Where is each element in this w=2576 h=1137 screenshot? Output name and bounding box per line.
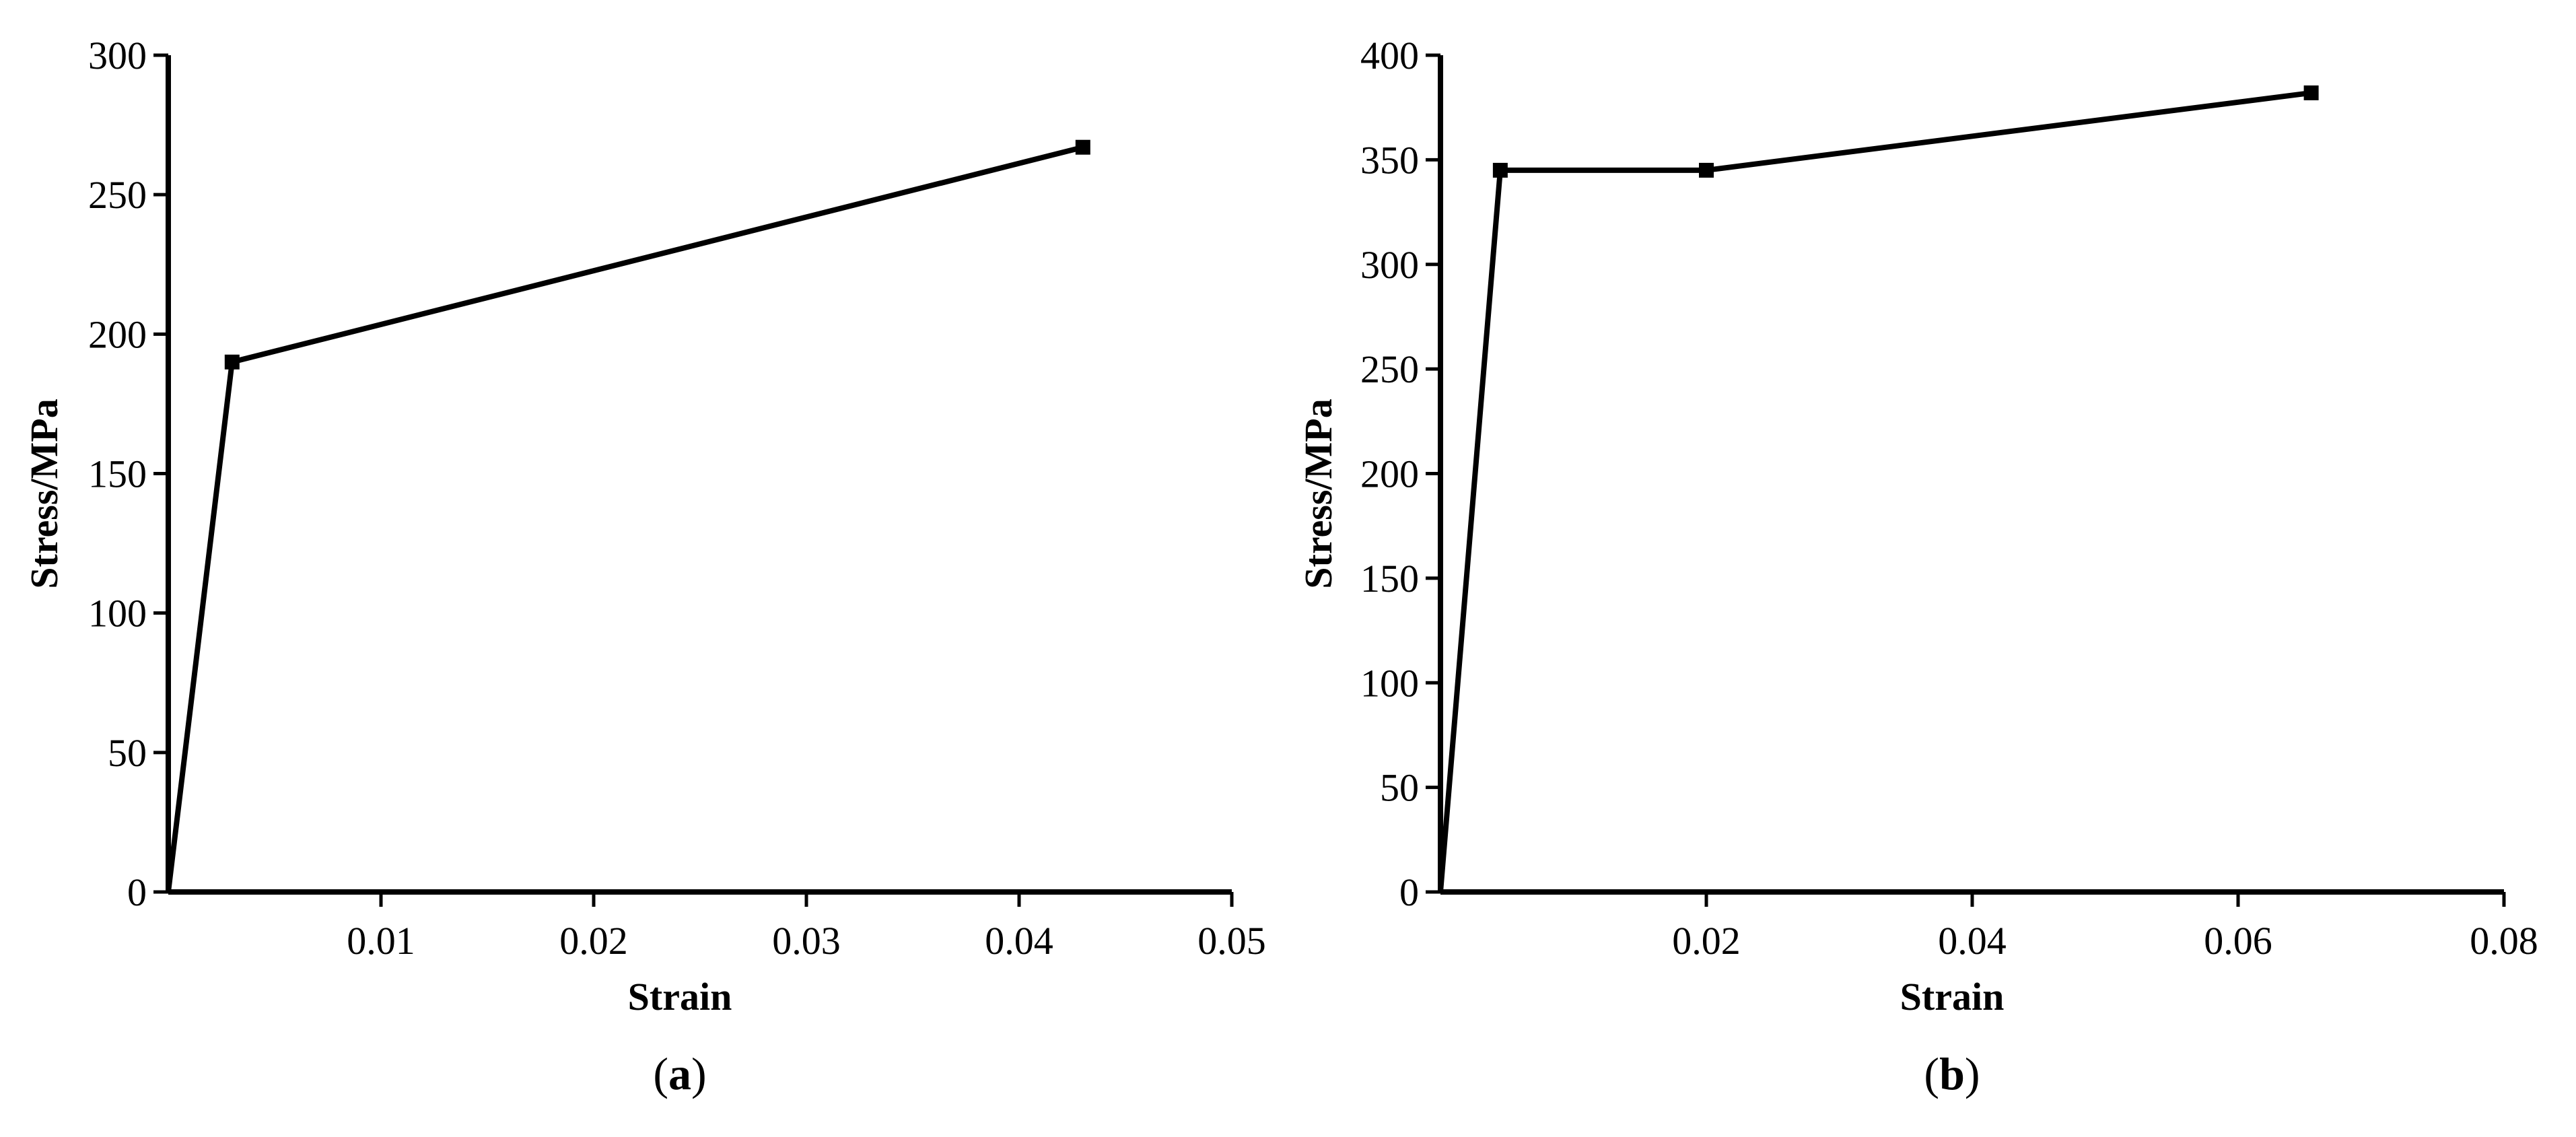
data-point-marker <box>1492 162 1508 178</box>
y-tick-label: 100 <box>1360 661 1419 705</box>
data-point-marker <box>224 354 240 370</box>
x-tick-label: 0.08 <box>2470 919 2538 963</box>
panel-label: (a) <box>653 1048 706 1099</box>
y-tick-label: 200 <box>88 312 147 356</box>
y-tick-label: 0 <box>1399 870 1419 914</box>
y-tick-label: 100 <box>88 592 147 635</box>
y-tick-label: 250 <box>1360 347 1419 391</box>
series-line <box>1438 90 2312 893</box>
panel-label: (b) <box>1924 1048 1980 1099</box>
data-point-marker <box>1699 162 1714 178</box>
x-tick-label: 0.03 <box>772 919 841 963</box>
y-tick-label: 50 <box>1380 766 1419 810</box>
y-tick-label: 200 <box>1360 452 1419 496</box>
x-axis-title: Strain <box>1900 975 2005 1019</box>
y-axis-title: Stress/MPa <box>22 399 66 588</box>
x-tick-label: 0.01 <box>347 919 415 963</box>
data-point-marker <box>1075 139 1090 155</box>
x-tick-label: 0.05 <box>1197 919 1266 963</box>
y-tick-label: 50 <box>108 731 147 775</box>
series-line <box>166 144 1084 893</box>
y-tick-label: 150 <box>88 452 147 496</box>
y-tick-label: 350 <box>1360 138 1419 182</box>
y-tick-label: 0 <box>127 870 147 914</box>
y-tick-label: 300 <box>1360 243 1419 287</box>
x-tick-label: 0.04 <box>1938 919 2007 963</box>
x-tick-label: 0.02 <box>1672 919 1741 963</box>
y-tick-label: 300 <box>88 34 147 77</box>
x-tick-label: 0.04 <box>985 919 1053 963</box>
y-tick-label: 150 <box>1360 557 1419 600</box>
chart-panel-a: 0 50 100 150 200 250 300 0.01 0.02 0.03 0.04 0.05 St… <box>22 34 1266 1099</box>
y-axis-title: Stress/MPa <box>1296 399 1340 588</box>
y-tick-label: 250 <box>88 173 147 217</box>
x-tick-label: 0.02 <box>559 919 628 963</box>
x-axis-title: Strain <box>628 975 732 1019</box>
data-point-marker <box>2303 85 2319 100</box>
y-tick-label: 400 <box>1360 34 1419 77</box>
chart-panel-b: 0 50 100 150 200 250 300 350 400 0.02 0.04 0.06 0.08… <box>1296 34 2538 1099</box>
x-tick-label: 0.06 <box>2204 919 2272 963</box>
